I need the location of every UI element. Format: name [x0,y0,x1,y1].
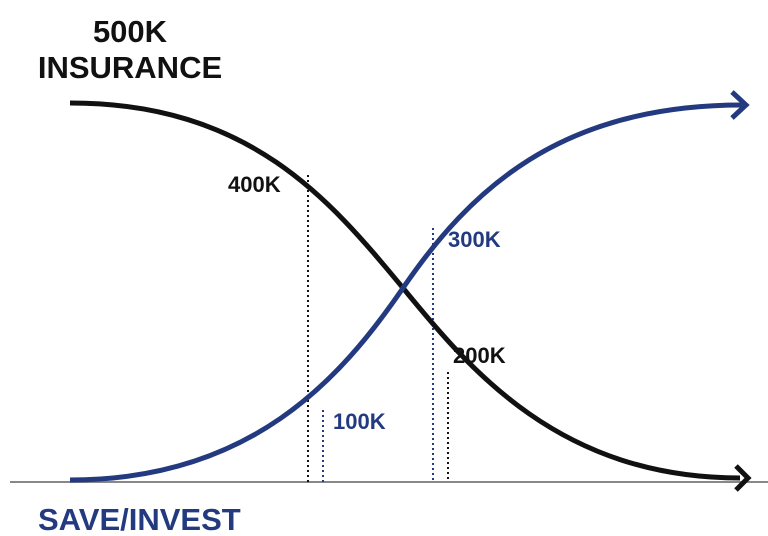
marker-label: 300K [448,227,501,252]
guides [307,175,449,482]
title-label: INSURANCE [38,50,222,85]
save-curve [69,102,743,483]
insurance-arrow [734,464,752,492]
marker-label: 200K [453,343,506,368]
marker-label: 100K [333,409,386,434]
save-arrow [730,90,750,120]
title-amount: 500K [93,14,168,49]
insurance-curve [69,100,741,481]
marker-label: 400K [228,172,281,197]
bottom-label: SAVE/INVEST [38,502,241,536]
